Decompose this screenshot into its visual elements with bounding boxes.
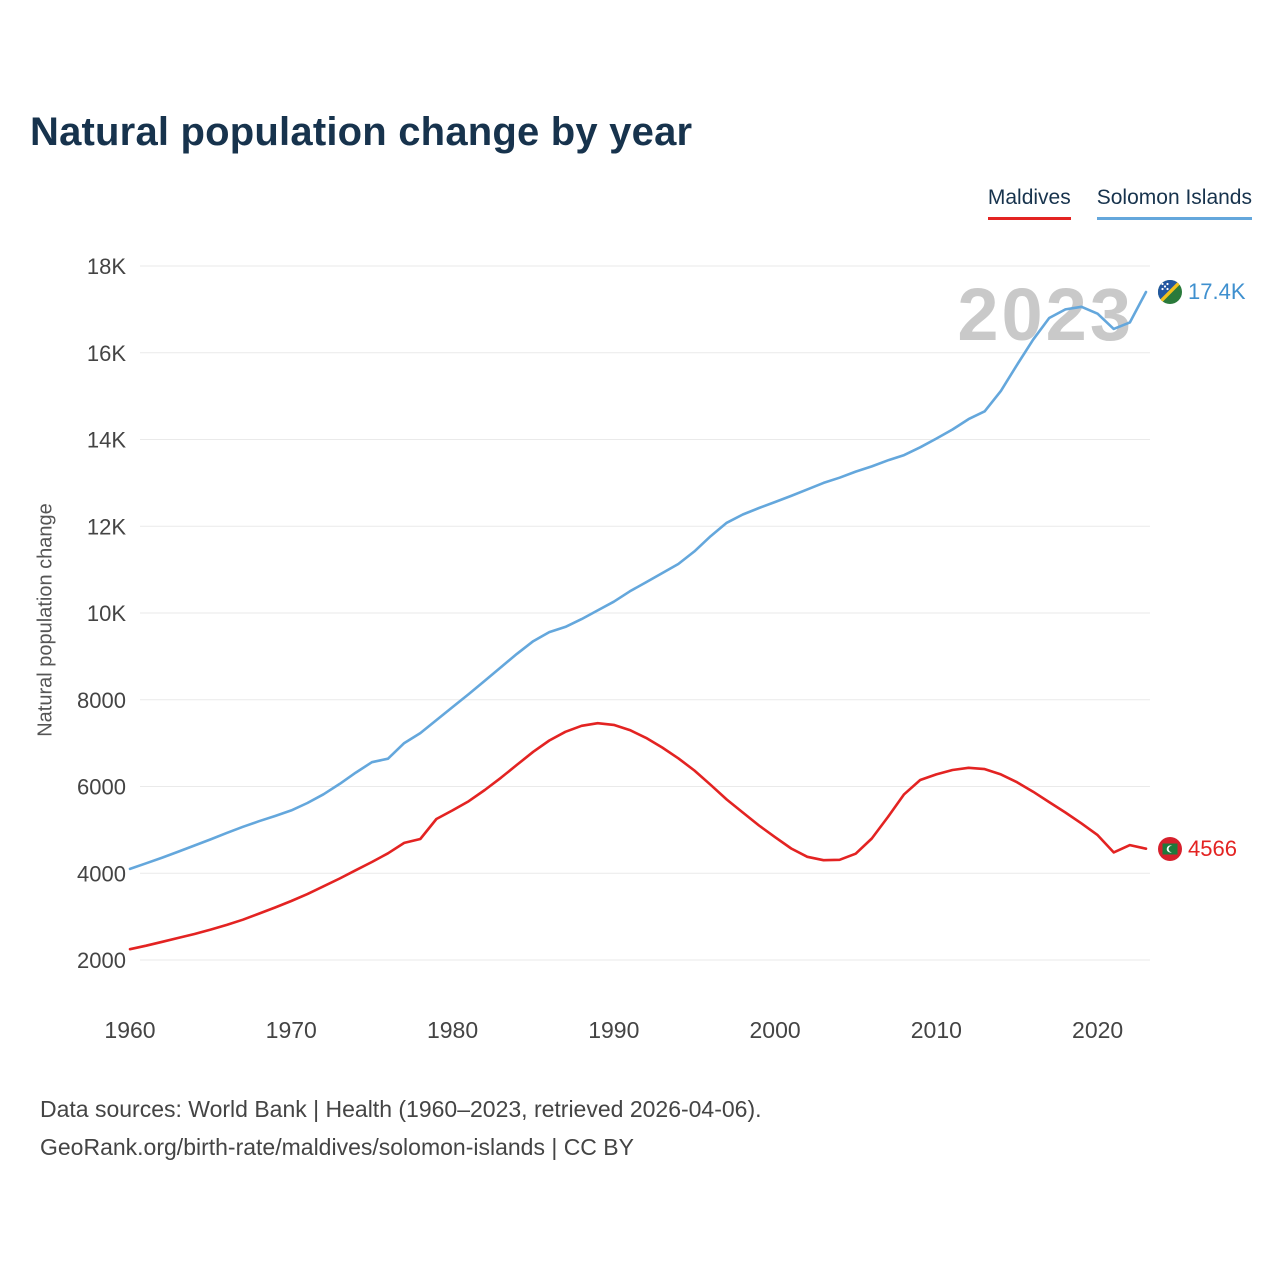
year-watermark: 2023: [957, 273, 1134, 356]
x-tick-label: 1970: [266, 1017, 317, 1043]
x-tick-label: 2000: [749, 1017, 800, 1043]
y-axis-title: Natural population change: [34, 503, 57, 737]
solomon-islands-value-label: 17.4K: [1188, 279, 1246, 305]
solomon-islands-flag-icon: [1158, 280, 1182, 305]
series-line-maldives: [128, 721, 1148, 951]
chart-title: Natural population change by year: [30, 110, 693, 154]
legend: Maldives Solomon Islands: [987, 186, 1252, 220]
y-tick-label: 8000: [77, 688, 126, 713]
y-tick-label: 14K: [87, 428, 126, 453]
footer-attribution: GeoRank.org/birth-rate/maldives/solomon-…: [40, 1134, 634, 1160]
x-tick-label: 1960: [104, 1017, 155, 1043]
maldives-value-label: 4566: [1188, 835, 1237, 861]
series-line-solomon-islands: [128, 290, 1148, 871]
maldives-flag-icon: [1158, 836, 1182, 861]
y-tick-label: 4000: [77, 861, 126, 886]
y-tick-label: 12K: [87, 514, 126, 539]
footer-sources: Data sources: World Bank | Health (1960–…: [40, 1096, 762, 1122]
x-tick-label: 1980: [427, 1017, 478, 1043]
x-tick-label: 2020: [1072, 1017, 1123, 1043]
x-tick-label: 1990: [588, 1017, 639, 1043]
legend-item-maldives[interactable]: Maldives: [987, 186, 1071, 220]
legend-item-solomon-islands[interactable]: Solomon Islands: [1096, 186, 1252, 220]
y-tick-label: 18K: [87, 254, 126, 279]
y-tick-label: 16K: [87, 341, 126, 366]
y-tick-label: 2000: [77, 948, 126, 973]
y-tick-label: 6000: [77, 775, 126, 800]
x-tick-label: 2010: [911, 1017, 962, 1043]
footer: Data sources: World Bank | Health (1960–…: [40, 1090, 762, 1166]
y-tick-label: 10K: [87, 601, 126, 626]
